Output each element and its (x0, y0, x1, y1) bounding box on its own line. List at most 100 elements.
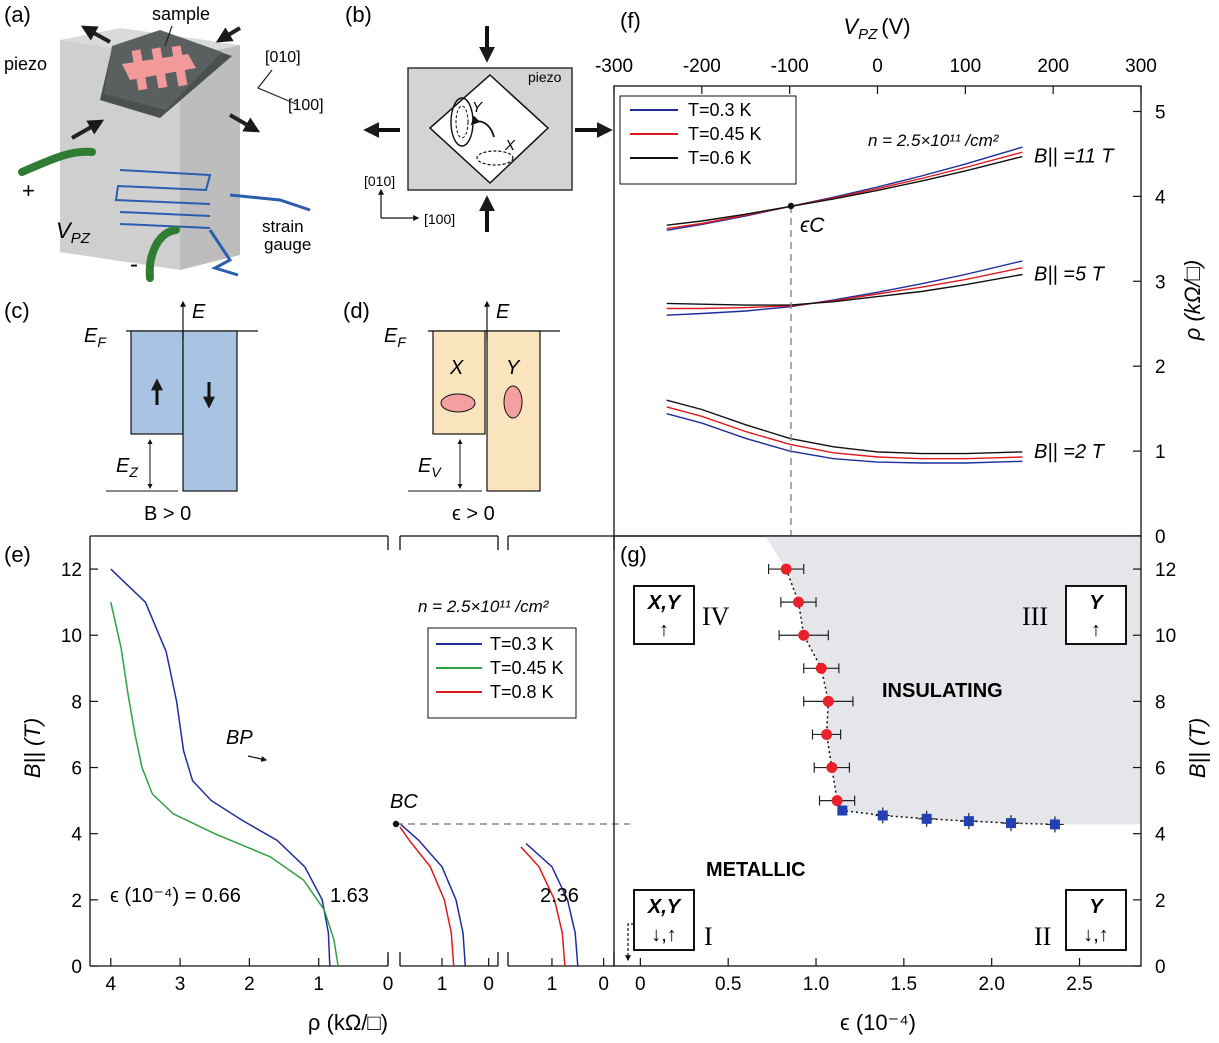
phase-box-iv-top: X,Y (647, 592, 682, 614)
panel-g-ytick-label: 10 (1155, 626, 1176, 647)
red-point (821, 728, 833, 740)
valley-x-ellipse (476, 150, 514, 166)
panel-f-curve-g2-t045k (666, 406, 1023, 460)
strain-arrow-ur (215, 26, 242, 43)
phase-box-iii-top: Y (1089, 592, 1104, 614)
piezo-wire-minus (145, 226, 180, 282)
panel-g-xlabel: ϵ (10⁻⁴) (840, 1010, 916, 1035)
panel-e-curve-0-t045k (110, 602, 339, 967)
panel-e-curve-2-t08k (520, 846, 566, 967)
panel-c: (c) EF E EZ B > 0 (4, 298, 258, 525)
panel-d: (d) EF E X Y EV ϵ > 0 (343, 298, 560, 525)
panel-e-crossing-label: BC (390, 791, 418, 813)
panel-g-xtick-label: 0.5 (715, 974, 741, 995)
panel-g-ytick-label: 2 (1155, 891, 1166, 912)
energy-label-c: E (192, 301, 206, 323)
valley-y-inner (455, 105, 469, 139)
panel-g-ytick-label: 8 (1155, 692, 1166, 713)
panel-e-crossing-point (392, 820, 400, 828)
panel-g-xtick-label: 2.5 (1066, 974, 1092, 995)
direction-010-b: [010] (364, 173, 395, 189)
panel-f-legend-box (619, 95, 797, 185)
panel-g-xtick-label: 0 (635, 974, 646, 995)
panel-f-curve-g1-t06k (666, 273, 1023, 306)
panel-e-strain-label-3: 2.36 (540, 885, 579, 907)
panel-f-ytick-label: 1 (1155, 442, 1166, 463)
panel-g-chart: (g) 0 0.5 1.0 1.5 2.0 2.5 0 2 4 6 8 10 12 INSULATING… (613, 535, 1210, 1035)
panel-f-xtick-label: -300 (595, 56, 633, 77)
valley-x-pocket (440, 393, 476, 413)
valley-x-label-d: X (449, 357, 464, 379)
phase-label-iv: IV (702, 602, 730, 631)
piezo-label: piezo (4, 54, 47, 74)
red-point (798, 629, 810, 641)
panel-g-xtick-label: 1.5 (891, 974, 917, 995)
blue-point (963, 816, 974, 827)
panel-e-xtick-label: 0 (383, 974, 394, 995)
panel-f-xtick-label: 300 (1125, 56, 1157, 77)
phase-box-iii: Y ↑ (1065, 585, 1127, 645)
panel-label-f: (f) (620, 8, 641, 33)
sample-diamond (428, 73, 550, 185)
insulating-region (765, 536, 1141, 825)
panel-g-xtick-label: 1.0 (803, 974, 829, 995)
direction-010: [010] (265, 49, 301, 66)
strain-gauge-label-2: gauge (264, 235, 311, 254)
panel-f-density: n = 2.5×10¹¹ /cm² (868, 131, 1000, 150)
valley-y-pocket (503, 385, 523, 419)
valley-y-label-d: Y (506, 357, 521, 379)
panel-e-ytick-label: 12 (61, 560, 82, 581)
panel-b: (b) Y X piezo [010] [100] (345, 2, 613, 232)
panel-f-ylabel: ρ (kΩ/□) (1180, 260, 1205, 342)
panel-e-xtick-label: 1 (313, 974, 324, 995)
phase-box-ii-bottom: ↓,↑ (1083, 924, 1109, 946)
panel-f-crossing-label: ϵC (800, 214, 825, 237)
panel-f-chart: (f) VPZ (V) ρ (kΩ/□) n = 2.5×10¹¹ /cm² -3… (595, 8, 1205, 548)
panel-f-legend-label: T=0.45 K (688, 124, 762, 144)
panel-f-curve-g0-t03k (666, 146, 1023, 231)
panel-e-curve-0-t03k (110, 568, 331, 967)
plus-terminal: + (22, 178, 35, 203)
panel-e-xtick-label: 3 (175, 974, 186, 995)
condition-c: B > 0 (144, 503, 191, 525)
panel-g-ylabel: B|| (T) (1185, 718, 1210, 778)
minus-terminal: - (130, 251, 138, 278)
panel-f-legend: T=0.3 K T=0.45 K T=0.6 K (619, 95, 797, 185)
hall-bar (122, 45, 196, 91)
panel-f-crossing-point (787, 202, 795, 210)
panel-f-ytick-label: 3 (1155, 272, 1166, 293)
phase-box-iii-bottom: ↑ (1091, 619, 1101, 641)
panel-f-curve-g1-t045k (666, 267, 1023, 310)
phase-box-i: X,Y ↓,↑ (633, 889, 695, 951)
strain-gauge-pattern (114, 169, 212, 205)
direction-axes-a (257, 69, 297, 105)
panel-label-e: (e) (4, 542, 31, 567)
panel-a: (a) sample piezo [010] [100] + - VPZ str… (4, 2, 324, 282)
panel-f-field-label-1: B|| =5 T (1034, 263, 1106, 285)
ez-label: EZ (116, 455, 138, 480)
panel-f-curve-g0-t06k (666, 155, 1023, 226)
panel-f-curve-g2-t03k (666, 413, 1023, 464)
metallic-label: METALLIC (706, 859, 806, 881)
panel-f-legend-label: T=0.6 K (688, 148, 752, 168)
piezo-block-right-face (180, 45, 240, 270)
valley-x-label: X (504, 137, 516, 154)
panel-e-xtick-label: 2 (244, 974, 255, 995)
panel-f-xtick-label: -100 (771, 56, 809, 77)
panel-g-ytick-label: 4 (1155, 825, 1166, 846)
panel-e-ytick-label: 4 (71, 825, 82, 846)
insulating-label: INSULATING (882, 680, 1003, 702)
strain-gauge-label-1: strain (262, 217, 304, 236)
valley-transfer-arrow (470, 115, 495, 138)
blue-point (837, 805, 848, 816)
energy-label-d: E (496, 301, 510, 323)
panel-label-g: (g) (620, 542, 647, 567)
panel-f-curve-g0-t045k (666, 151, 1023, 230)
panel-e-curve-1-t03k (399, 823, 467, 967)
ef-label-c: EF (84, 325, 107, 350)
panel-f-xlabel: VPZ (V) (843, 14, 910, 43)
panel-e-legend-label: T=0.3 K (490, 634, 554, 654)
ef-label-d: EF (384, 325, 407, 350)
panel-e-bp-label: BP (226, 727, 253, 749)
